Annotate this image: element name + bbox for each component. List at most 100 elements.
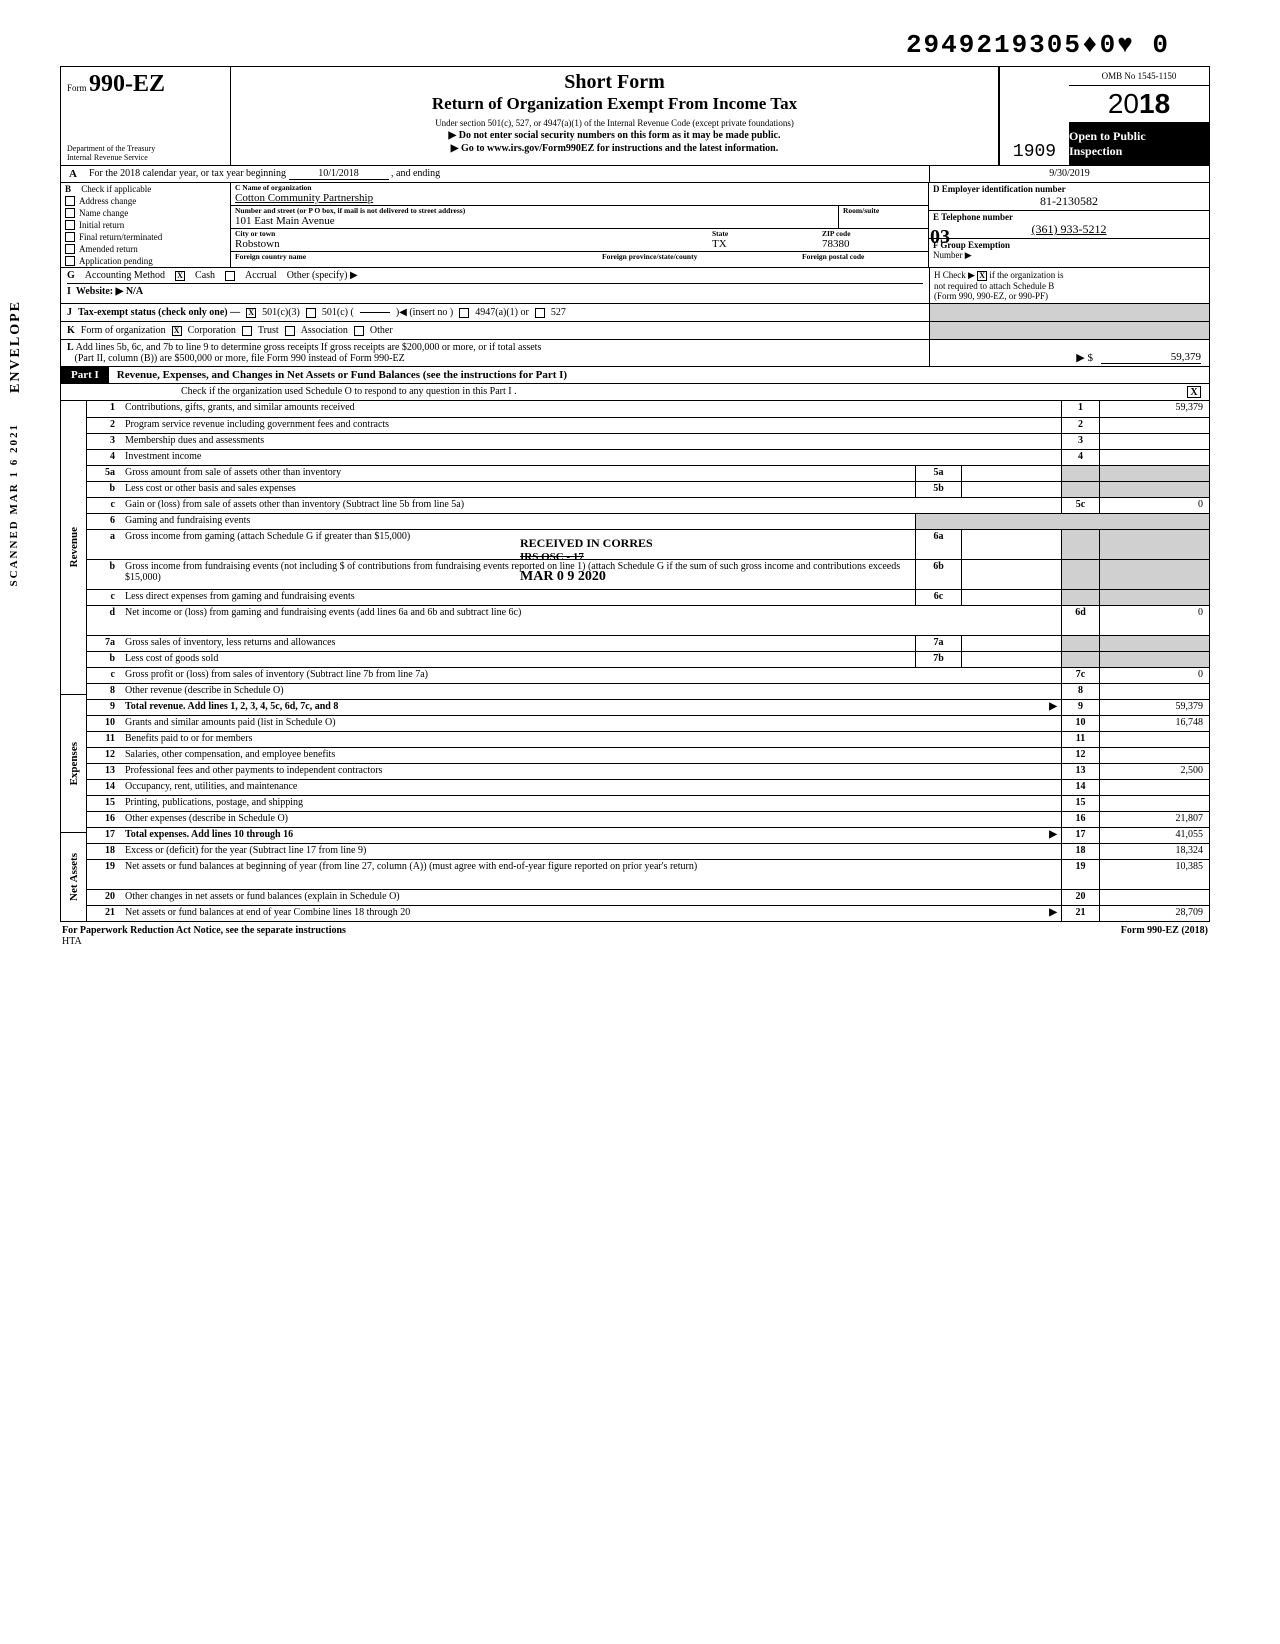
title-short-form: Short Form	[239, 71, 990, 94]
chk-h[interactable]: X	[977, 271, 987, 281]
b2: Initial return	[79, 220, 124, 230]
line-text: Total expenses. Add lines 10 through 16 …	[121, 828, 1061, 843]
chk-accrual[interactable]	[225, 271, 235, 281]
line-text: Gross profit or (loss) from sales of inv…	[121, 668, 1061, 683]
c-name: Cotton Community Partnership	[231, 192, 928, 205]
chk-pending[interactable]	[65, 256, 75, 266]
chk-final[interactable]	[65, 232, 75, 242]
label-I-web: I	[67, 286, 71, 297]
c-name-lbl: C Name of organization	[231, 183, 928, 192]
b1: Name change	[79, 208, 128, 218]
line-text: Other expenses (describe in Schedule O)	[121, 812, 1061, 827]
r-amt: 0	[1099, 606, 1209, 635]
h-l3: (Form 990, 990-EZ, or 990-PF)	[934, 291, 1048, 301]
label-J: J	[67, 307, 72, 318]
line-num: 20	[87, 890, 121, 905]
chk-address[interactable]	[65, 196, 75, 206]
mid-num: 7b	[915, 652, 961, 667]
chk-initial[interactable]	[65, 220, 75, 230]
line-text: Gross income from fundraising events (no…	[121, 560, 915, 589]
la-begin: 10/1/2018	[289, 168, 389, 180]
r-amt: 41,055	[1099, 828, 1209, 843]
r-num: 20	[1061, 890, 1099, 905]
l-arrow: ▶ $	[1076, 351, 1093, 364]
part1-title: Revenue, Expenses, and Changes in Net As…	[109, 367, 1209, 383]
line-num: 8	[87, 684, 121, 699]
line-num: 7a	[87, 636, 121, 651]
line-text: Gross sales of inventory, less returns a…	[121, 636, 915, 651]
la-end: 9/30/2019	[929, 166, 1209, 182]
financial-table: Revenue Expenses Net Assets 1Contributio…	[60, 401, 1210, 922]
part1-check[interactable]: X	[1187, 386, 1201, 398]
r-num: 1	[1061, 401, 1099, 417]
r-amt: 59,379	[1099, 700, 1209, 715]
h-l1: H Check ▶	[934, 270, 975, 280]
r-amt	[1099, 450, 1209, 465]
year-pre: 20	[1108, 88, 1139, 119]
open-to-public: Open to Public Inspection	[1069, 123, 1209, 165]
b3: Final return/terminated	[79, 232, 162, 242]
r-num	[1061, 590, 1099, 605]
line-num: c	[87, 498, 121, 513]
form-prefix: Form	[67, 83, 87, 93]
mid-val	[961, 590, 1061, 605]
chk-527[interactable]	[535, 308, 545, 318]
r-amt	[1099, 434, 1209, 449]
r-num: 19	[1061, 860, 1099, 889]
k-pre: Form of organization	[81, 325, 166, 336]
line-text: Excess or (deficit) for the year (Subtra…	[121, 844, 1061, 859]
line-text: Gross income from gaming (attach Schedul…	[121, 530, 915, 559]
chk-name[interactable]	[65, 208, 75, 218]
chk-501c[interactable]	[306, 308, 316, 318]
line-num: 18	[87, 844, 121, 859]
line-num: 3	[87, 434, 121, 449]
mid-num: 5b	[915, 482, 961, 497]
j-d: 527	[551, 307, 566, 318]
chk-4947[interactable]	[459, 308, 469, 318]
mid-val	[961, 560, 1061, 589]
g-other: Other (specify) ▶	[287, 270, 358, 281]
c-city: Robstown	[231, 238, 708, 251]
r-num: 7c	[1061, 668, 1099, 683]
j-b2: )◀ (insert no )	[396, 307, 453, 318]
chk-501c3[interactable]: X	[246, 308, 256, 318]
line-text: Gross amount from sale of assets other t…	[121, 466, 915, 481]
line-num: 16	[87, 812, 121, 827]
r-num: 2	[1061, 418, 1099, 433]
chk-cash[interactable]: X	[175, 271, 185, 281]
line-num: 17	[87, 828, 121, 843]
k-a: Corporation	[188, 325, 236, 336]
side-exp: Expenses	[68, 742, 80, 785]
chk-amended[interactable]	[65, 244, 75, 254]
r-amt	[1099, 418, 1209, 433]
r-amt: 21,807	[1099, 812, 1209, 827]
g-accr: Accrual	[245, 270, 277, 281]
line-num: 11	[87, 732, 121, 747]
chk-trust[interactable]	[242, 326, 252, 336]
r-amt: 10,385	[1099, 860, 1209, 889]
j-pre: Tax-exempt status (check only one) —	[78, 307, 240, 318]
dept-label: Department of the Treasury Internal Reve…	[67, 145, 155, 163]
k-d: Other	[370, 325, 393, 336]
c-zip: 78380	[818, 238, 928, 251]
label-B: B	[65, 184, 71, 194]
side-na: Net Assets	[68, 853, 80, 901]
chk-assoc[interactable]	[285, 326, 295, 336]
g-pre: Accounting Method	[85, 270, 165, 281]
chk-corp[interactable]: X	[172, 326, 182, 336]
h-l2: not required to attach Schedule B	[934, 281, 1054, 291]
line-num: b	[87, 482, 121, 497]
omb: OMB No 1545-1150	[1069, 67, 1209, 86]
mid-num: 7a	[915, 636, 961, 651]
r-num: 5c	[1061, 498, 1099, 513]
line-text: Net assets or fund balances at beginning…	[121, 860, 1061, 889]
line-text: Program service revenue including govern…	[121, 418, 1061, 433]
dln-stamp: 2949219305♦0♥ 0	[60, 30, 1210, 60]
b-hdr: Check if applicable	[81, 184, 151, 194]
line-num: c	[87, 590, 121, 605]
g-web: Website: ▶ N/A	[76, 286, 143, 297]
la-lbl: For the 2018 calendar year, or tax year …	[89, 168, 286, 179]
chk-other-org[interactable]	[354, 326, 364, 336]
label-A: A	[61, 166, 85, 182]
footer-right: Form 990-EZ (2018)	[1121, 925, 1208, 947]
